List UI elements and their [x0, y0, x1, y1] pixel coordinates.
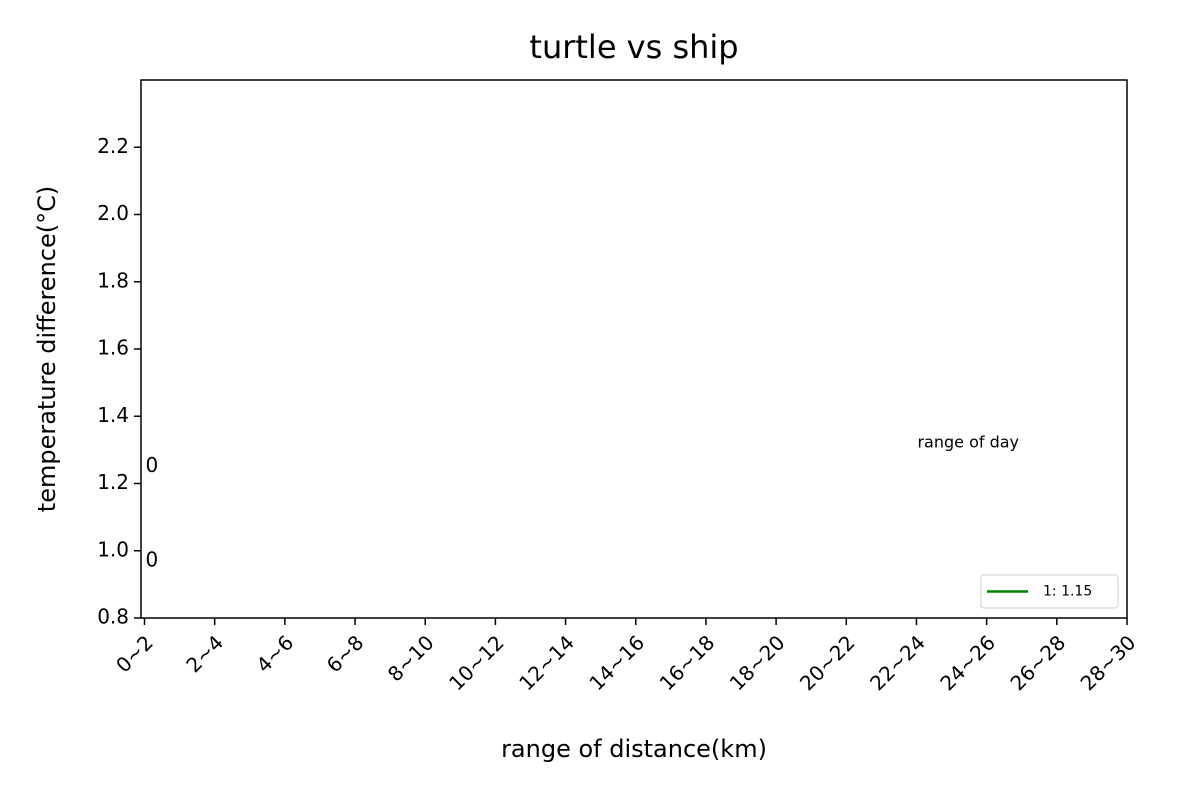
- annotation: 0: [146, 453, 159, 477]
- chart-title: turtle vs ship: [529, 28, 738, 66]
- y-tick-label: 1.2: [97, 470, 129, 494]
- y-axis-label: temperature difference(°C): [33, 186, 61, 512]
- legend-box: [980, 574, 1119, 609]
- annotation: 0: [146, 547, 159, 571]
- y-tick-label: 1.8: [97, 268, 129, 292]
- legend-label: 1: 1.15: [1043, 584, 1092, 600]
- y-tick-label: 2.0: [97, 201, 129, 225]
- annotation: range of day: [917, 433, 1019, 452]
- y-tick-label: 0.8: [97, 605, 129, 629]
- y-tick-label: 2.2: [97, 134, 129, 158]
- plot-frame: [140, 79, 1128, 619]
- y-tick-label: 1.0: [97, 537, 129, 561]
- y-tick-label: 1.6: [97, 336, 129, 360]
- x-axis-label: range of distance(km): [501, 735, 767, 763]
- y-tick-label: 1.4: [97, 403, 129, 427]
